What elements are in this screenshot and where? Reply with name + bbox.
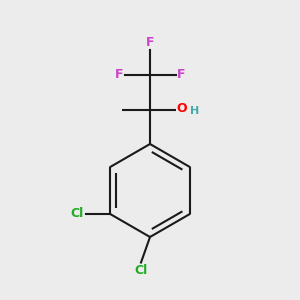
Text: Cl: Cl [71,207,84,220]
Text: F: F [177,68,185,82]
Text: F: F [146,36,154,49]
Text: O: O [177,102,187,115]
Text: F: F [115,68,123,82]
Text: H: H [190,106,199,116]
Text: Cl: Cl [134,264,148,277]
